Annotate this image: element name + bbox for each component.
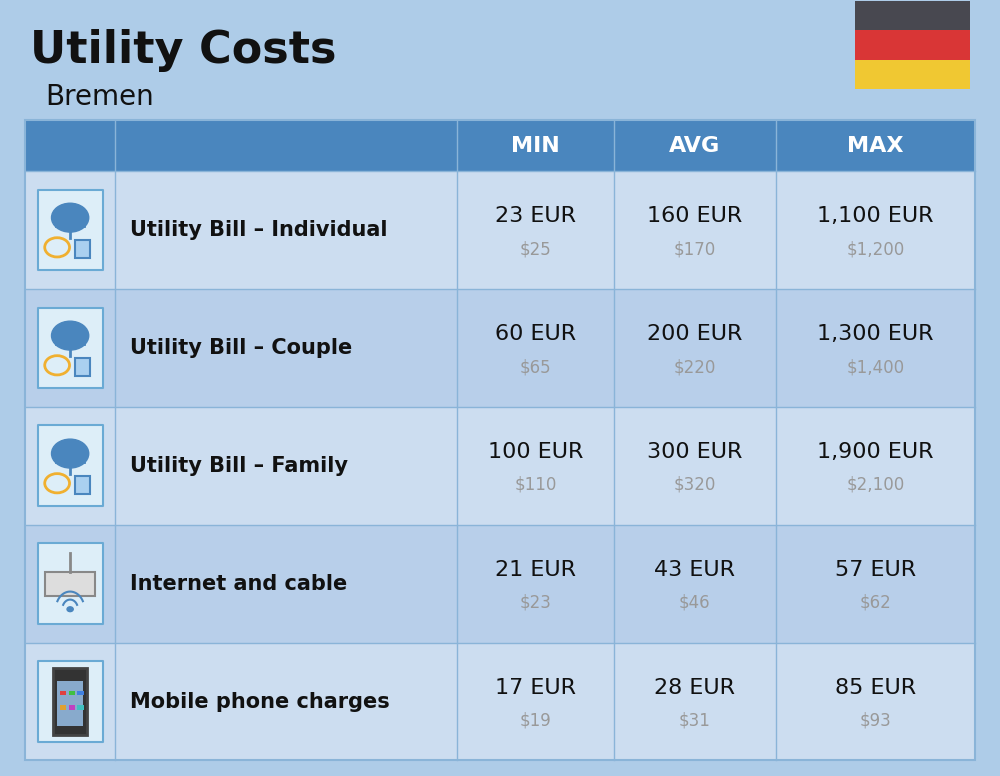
Bar	[25, 643, 975, 760]
Bar	[45, 571, 95, 596]
Text: $31: $31	[679, 712, 711, 730]
Text: 23 EUR: 23 EUR	[495, 206, 576, 226]
Bar	[77, 705, 84, 709]
Text: $110: $110	[514, 476, 557, 494]
Bar	[38, 543, 103, 624]
Bar	[60, 691, 66, 695]
Bar	[855, 1, 970, 30]
Text: 1,300 EUR: 1,300 EUR	[817, 324, 934, 344]
Bar	[75, 240, 90, 258]
Text: $23: $23	[520, 594, 552, 612]
Circle shape	[52, 439, 89, 468]
Text: MIN: MIN	[511, 136, 560, 155]
Text: $62: $62	[859, 594, 891, 612]
Text: $19: $19	[520, 712, 552, 730]
Text: Utility Costs: Utility Costs	[30, 29, 336, 72]
Bar	[77, 691, 84, 695]
Circle shape	[52, 321, 89, 350]
Bar	[25, 171, 975, 289]
Text: 160 EUR: 160 EUR	[647, 206, 742, 226]
Text: 28 EUR: 28 EUR	[654, 677, 735, 698]
Bar	[855, 30, 970, 60]
Bar	[25, 525, 975, 643]
Bar	[75, 358, 90, 376]
Text: $220: $220	[674, 358, 716, 376]
Bar	[855, 60, 970, 89]
Text: 1,900 EUR: 1,900 EUR	[817, 442, 934, 462]
Bar	[60, 705, 66, 709]
Text: $93: $93	[859, 712, 891, 730]
Text: $25: $25	[520, 240, 552, 258]
Bar	[38, 425, 103, 506]
Text: $65: $65	[520, 358, 551, 376]
Text: Utility Bill – Couple: Utility Bill – Couple	[130, 338, 352, 358]
Bar	[69, 691, 75, 695]
Bar	[25, 407, 975, 525]
Text: 1,100 EUR: 1,100 EUR	[817, 206, 934, 226]
Text: $170: $170	[674, 240, 716, 258]
Text: $320: $320	[674, 476, 716, 494]
Text: 200 EUR: 200 EUR	[647, 324, 742, 344]
Bar	[69, 705, 75, 709]
Text: 43 EUR: 43 EUR	[654, 559, 735, 580]
Text: $46: $46	[679, 594, 711, 612]
Text: Bremen: Bremen	[45, 83, 154, 111]
Bar	[75, 476, 90, 494]
Text: Mobile phone charges: Mobile phone charges	[130, 691, 390, 712]
Text: AVG: AVG	[669, 136, 720, 155]
Bar	[57, 681, 83, 726]
Text: Utility Bill – Family: Utility Bill – Family	[130, 456, 348, 476]
Text: 85 EUR: 85 EUR	[835, 677, 916, 698]
Circle shape	[67, 607, 73, 611]
Text: 100 EUR: 100 EUR	[488, 442, 583, 462]
Circle shape	[52, 203, 89, 232]
Text: 21 EUR: 21 EUR	[495, 559, 576, 580]
Bar	[38, 307, 103, 388]
Bar	[38, 189, 103, 270]
Text: Utility Bill – Individual: Utility Bill – Individual	[130, 220, 388, 240]
Bar	[25, 289, 975, 407]
Text: 300 EUR: 300 EUR	[647, 442, 742, 462]
Text: MAX: MAX	[847, 136, 904, 155]
Text: 60 EUR: 60 EUR	[495, 324, 576, 344]
Text: $1,200: $1,200	[846, 240, 904, 258]
Text: Internet and cable: Internet and cable	[130, 573, 348, 594]
Text: $1,400: $1,400	[846, 358, 904, 376]
Text: 17 EUR: 17 EUR	[495, 677, 576, 698]
Bar	[38, 661, 103, 742]
Text: $2,100: $2,100	[846, 476, 904, 494]
Bar	[25, 120, 975, 171]
Bar	[25, 120, 975, 760]
Bar	[53, 668, 87, 735]
Text: 57 EUR: 57 EUR	[835, 559, 916, 580]
